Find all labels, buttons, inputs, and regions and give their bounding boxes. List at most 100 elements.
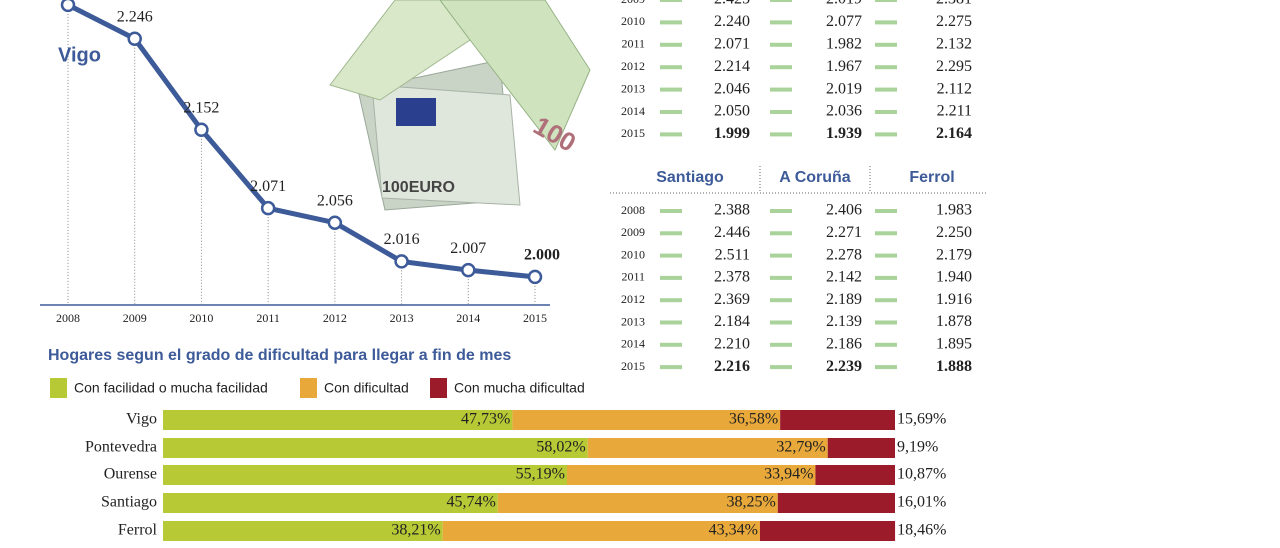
y-tick-label: Ourense: [104, 466, 157, 483]
y-tick-label: Santiago: [101, 494, 157, 511]
row-dash: [660, 275, 682, 280]
row-dash: [770, 231, 792, 236]
data-label: 43,34%: [709, 522, 758, 539]
table-cell: 2.295: [936, 58, 972, 75]
decor: 100EURO: [382, 179, 455, 196]
row-year: 2008: [621, 203, 645, 217]
point: [60, 0, 76, 13]
row-dash: [660, 365, 682, 370]
table-cell: 2.446: [714, 224, 750, 241]
table-cell: 2.275: [936, 13, 972, 30]
row-dash: [875, 275, 897, 280]
row-dash: [660, 42, 682, 47]
table-cell: 1.888: [936, 358, 972, 375]
x-tick-label: 2014: [456, 311, 480, 325]
table-cell: 2.112: [937, 80, 972, 97]
table-header: A Coruña: [779, 169, 851, 186]
data-label: 18,46%: [897, 522, 946, 539]
bar-segment: [163, 493, 498, 513]
table-cell: 2.378: [714, 269, 750, 286]
table-cell: 2.250: [936, 224, 972, 241]
row-dash: [770, 253, 792, 258]
data-label: 16,01%: [897, 494, 946, 511]
table-cell: 2.186: [826, 335, 862, 352]
data-label: 15,69%: [897, 411, 946, 428]
bar-segment: [566, 465, 816, 485]
row-dash: [660, 132, 682, 137]
table-cell: 2.139: [826, 313, 862, 330]
row-year: 2011: [621, 270, 645, 284]
row-dash: [660, 320, 682, 325]
row-dash: [770, 365, 792, 370]
x-tick-label: 2011: [256, 311, 280, 325]
point: [260, 200, 276, 216]
row-dash: [770, 0, 792, 2]
table-cell: 2.132: [936, 35, 972, 52]
table-cell: 2.425: [714, 0, 750, 8]
table-header: Santiago: [656, 169, 724, 186]
point: [527, 269, 543, 285]
data-label: 45,74%: [446, 494, 495, 511]
table-cell: 2.278: [826, 246, 862, 263]
row-dash: [660, 87, 682, 92]
table-cell: 2.369: [714, 291, 750, 308]
data-label: 2.152: [183, 99, 219, 116]
row-dash: [875, 365, 897, 370]
legend-swatch: [50, 378, 67, 398]
data-label: 2.000: [524, 247, 560, 264]
point: [461, 262, 476, 278]
table-cell: 2.511: [715, 246, 750, 263]
legend-swatch: [300, 378, 317, 398]
row-year: 2015: [621, 359, 645, 373]
row-dash: [875, 231, 897, 236]
row-year: 2015: [621, 126, 645, 140]
table-cell: 2.214: [714, 58, 750, 75]
row-year: 2012: [621, 59, 645, 73]
x-tick-label: 2015: [523, 311, 547, 325]
x-tick-label: 2009: [123, 311, 147, 325]
row-dash: [660, 110, 682, 114]
point: [327, 215, 343, 230]
table-cell: 2.019: [826, 80, 862, 97]
data-label: 2.007: [450, 240, 486, 257]
row-dash: [660, 342, 682, 347]
row-dash: [770, 342, 792, 347]
point: [394, 254, 409, 269]
row-dash: [770, 320, 792, 325]
row-year: 2011: [621, 37, 645, 51]
data-label: 10,87%: [897, 466, 946, 483]
table-cell: 2.046: [714, 80, 750, 97]
data-label: 2.246: [117, 8, 153, 25]
table-cell: 2.077: [826, 13, 862, 30]
table-cell: 2.210: [714, 335, 750, 352]
bar-segment: [759, 521, 896, 541]
bar-segment: [827, 438, 895, 458]
row-dash: [875, 87, 897, 92]
bar-segment: [442, 521, 760, 541]
y-tick-label: Vigo: [126, 411, 157, 428]
data-label: 55,19%: [516, 466, 565, 483]
row-dash: [875, 253, 897, 258]
table-cell: 2.240: [714, 13, 750, 30]
row-dash: [660, 298, 682, 303]
data-label: 2.071: [250, 178, 286, 195]
row-dash: [770, 275, 792, 280]
bar-segment: [512, 410, 781, 430]
table-cell: 1.895: [936, 335, 972, 352]
data-label: 32,79%: [776, 439, 825, 456]
legend-label: Con dificultad: [324, 380, 409, 396]
data-label: 2.016: [384, 231, 420, 248]
bar-segment: [163, 465, 567, 485]
row-year: 2013: [621, 81, 645, 95]
row-year: 2012: [621, 292, 645, 306]
row-dash: [660, 20, 682, 25]
y-tick-label: Ferrol: [118, 522, 158, 539]
row-year: 2009: [621, 225, 645, 239]
row-year: 2014: [621, 337, 645, 351]
row-dash: [875, 132, 897, 137]
row-dash: [770, 209, 792, 213]
y-tick-label: Pontevedra: [85, 439, 157, 456]
row-dash: [770, 110, 792, 114]
x-tick-label: 2012: [323, 311, 347, 325]
